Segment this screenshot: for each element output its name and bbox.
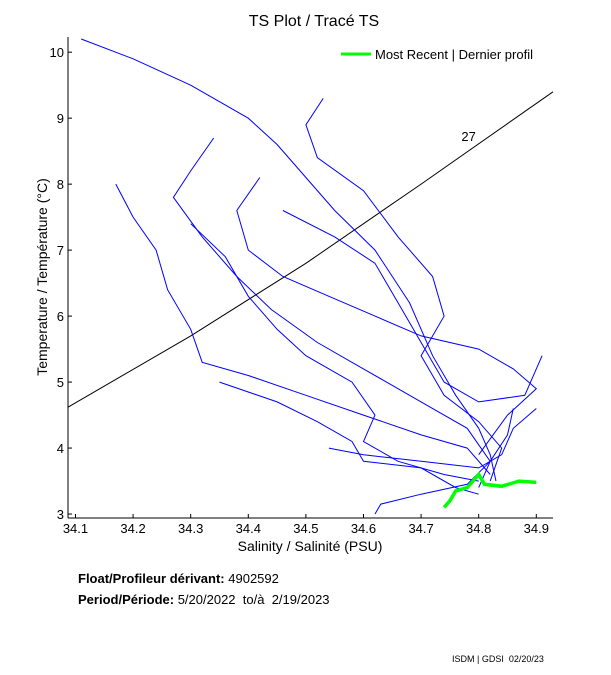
x-tick-label: 34.4 (236, 521, 261, 536)
profile-line-5 (236, 177, 538, 455)
chart-title: TS Plot / Tracé TS (249, 13, 379, 30)
x-tick-label: 34.5 (293, 521, 318, 536)
profile-line-2 (172, 137, 491, 488)
profile-line-9 (374, 408, 514, 515)
x-tick-label: 34.7 (408, 521, 433, 536)
recent-profile-line (442, 471, 537, 509)
y-tick-label: 7 (57, 243, 64, 258)
credit-text: ISDM | GDSI 02/20/23 (452, 654, 544, 664)
profile-line-6 (190, 223, 479, 482)
period-sep: to/à (242, 592, 265, 607)
x-tick-label: 34.3 (178, 521, 203, 536)
y-tick-label: 6 (57, 309, 64, 324)
profile-line-4 (115, 183, 491, 475)
x-tick-label: 34.8 (466, 521, 491, 536)
y-tick-label: 5 (57, 375, 64, 390)
float-info: Float/Profileur dérivant: 4902592 (78, 571, 279, 586)
x-tick-label: 34.2 (120, 521, 145, 536)
y-axis-label: Temperature / Température (°C) (34, 178, 50, 376)
isopycnal-line (67, 91, 554, 408)
y-tick-label: 9 (57, 111, 64, 126)
period-end: 2/19/2023 (271, 592, 330, 607)
isopycnal-label: 27 (461, 129, 475, 144)
x-tick-label: 34.1 (63, 521, 88, 536)
profile-line-7 (282, 210, 543, 403)
period-start: 5/20/2022 (177, 592, 236, 607)
legend-label-recent: Most Recent | Dernier profil (375, 47, 533, 62)
x-tick-label: 34.9 (524, 521, 549, 536)
legend: Most Recent | Dernier profil (341, 47, 533, 62)
y-tick-label: 8 (57, 177, 64, 192)
y-tick-label: 4 (57, 441, 64, 456)
float-id: 4902592 (228, 571, 279, 586)
float-label: Float/Profileur dérivant: (78, 571, 225, 586)
profile-line-3 (305, 98, 503, 482)
profile-line-10 (328, 408, 537, 469)
x-axis-label: Salinity / Salinité (PSU) (238, 538, 383, 554)
y-tick-label: 10 (50, 45, 64, 60)
x-tick-label: 34.6 (351, 521, 376, 536)
profile-line-8 (219, 381, 479, 495)
period-info: Period/Période: 5/20/2022 to/à 2/19/2023 (78, 592, 330, 607)
period-label: Period/Période: (78, 592, 175, 607)
ts-chart: TS Plot / Tracé TS Salinity / Salinité (… (34, 13, 554, 554)
y-tick-label: 3 (57, 507, 64, 522)
profile-line-1 (81, 38, 497, 482)
